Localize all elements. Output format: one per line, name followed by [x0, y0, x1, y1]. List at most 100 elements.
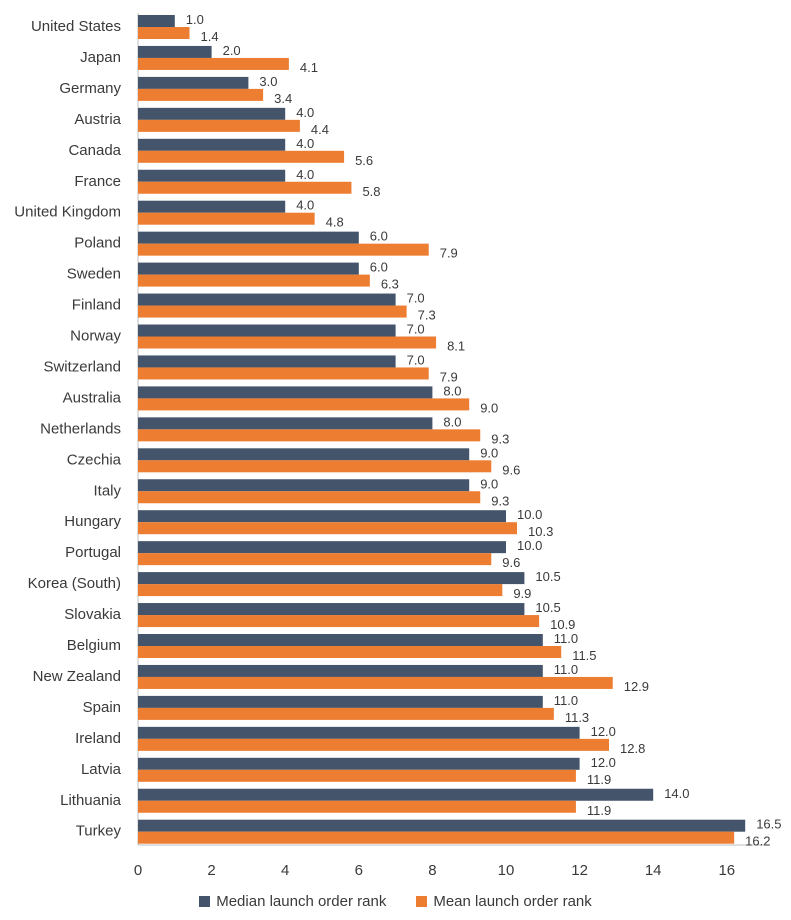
- legend: Median launch order rank Mean launch ord…: [0, 893, 791, 910]
- legend-swatch-median: [199, 896, 211, 907]
- mean-bar: [138, 831, 735, 844]
- median-value-label: 10.0: [517, 507, 542, 522]
- legend-label-median: Median launch order rank: [216, 893, 387, 910]
- category-label: Slovakia: [64, 606, 121, 623]
- median-value-label: 11.0: [554, 693, 578, 708]
- x-tick-label: 12: [571, 862, 588, 879]
- median-value-label: 10.5: [535, 569, 560, 584]
- median-bar: [138, 386, 433, 399]
- median-value-label: 7.0: [407, 352, 425, 367]
- mean-value-label: 1.4: [201, 29, 219, 44]
- x-tick-label: 4: [281, 862, 289, 879]
- category-label: Korea (South): [28, 575, 121, 592]
- x-tick-label: 6: [355, 862, 363, 879]
- median-value-label: 7.0: [407, 291, 425, 306]
- category-label: Lithuania: [60, 792, 122, 809]
- median-value-label: 3.0: [259, 74, 277, 89]
- mean-value-label: 9.9: [513, 586, 531, 601]
- median-value-label: 12.0: [591, 724, 616, 739]
- mean-bar: [138, 119, 300, 132]
- median-value-label: 9.0: [480, 445, 498, 460]
- median-value-label: 9.0: [480, 476, 498, 491]
- mean-value-label: 5.6: [355, 153, 373, 168]
- median-bar: [138, 510, 506, 523]
- mean-value-label: 4.1: [300, 60, 318, 75]
- median-value-label: 7.0: [407, 322, 425, 337]
- median-bar: [138, 479, 470, 492]
- category-label: Norway: [70, 328, 121, 345]
- mean-value-label: 3.4: [274, 91, 292, 106]
- mean-bar: [138, 212, 315, 225]
- mean-value-label: 12.9: [624, 679, 649, 694]
- mean-value-label: 9.3: [491, 431, 509, 446]
- mean-bar: [138, 243, 429, 256]
- mean-bar: [138, 336, 437, 349]
- mean-value-label: 9.3: [491, 493, 509, 508]
- median-bar: [138, 541, 506, 554]
- category-label: Czechia: [67, 451, 122, 468]
- mean-value-label: 7.3: [418, 308, 436, 323]
- mean-bar: [138, 738, 610, 751]
- mean-bar: [138, 305, 407, 318]
- mean-value-label: 9.0: [480, 400, 498, 415]
- mean-bar: [138, 398, 470, 411]
- category-label: Japan: [80, 49, 121, 66]
- median-value-label: 16.5: [756, 817, 781, 832]
- category-label: Hungary: [64, 513, 121, 530]
- median-value-label: 6.0: [370, 229, 388, 244]
- category-label: Finland: [72, 297, 121, 314]
- mean-bar: [138, 707, 554, 720]
- mean-bar: [138, 460, 492, 473]
- mean-bar: [138, 584, 503, 597]
- mean-bar: [138, 367, 429, 380]
- median-bar: [138, 819, 746, 832]
- median-value-label: 4.0: [296, 105, 314, 120]
- category-label: Poland: [74, 235, 121, 252]
- category-label: France: [74, 173, 121, 190]
- x-tick-label: 8: [428, 862, 436, 879]
- mean-value-label: 4.4: [311, 122, 329, 137]
- median-bar: [138, 169, 286, 182]
- category-label: Portugal: [65, 544, 121, 561]
- mean-bar: [138, 615, 540, 628]
- median-value-label: 8.0: [443, 383, 461, 398]
- mean-value-label: 10.9: [550, 617, 575, 632]
- median-value-label: 10.0: [517, 538, 542, 553]
- median-bar: [138, 200, 286, 213]
- mean-value-label: 6.3: [381, 277, 399, 292]
- median-bar: [138, 572, 525, 585]
- mean-bar: [138, 150, 345, 163]
- median-bar: [138, 231, 359, 244]
- mean-bar: [138, 181, 352, 194]
- median-bar: [138, 293, 396, 306]
- median-bar: [138, 603, 525, 616]
- category-label: Canada: [68, 142, 121, 159]
- median-value-label: 11.0: [554, 662, 578, 677]
- median-bar: [138, 138, 286, 151]
- mean-value-label: 5.8: [362, 184, 380, 199]
- mean-value-label: 9.6: [502, 462, 520, 477]
- x-tick-label: 2: [207, 862, 215, 879]
- median-value-label: 4.0: [296, 198, 314, 213]
- median-bar: [138, 76, 249, 89]
- mean-value-label: 12.8: [620, 741, 645, 756]
- median-value-label: 6.0: [370, 260, 388, 275]
- mean-bar: [138, 769, 576, 782]
- median-bar: [138, 634, 543, 646]
- median-value-label: 4.0: [296, 136, 314, 151]
- category-label: Germany: [59, 80, 121, 97]
- mean-value-label: 11.5: [572, 648, 596, 663]
- category-label: Belgium: [67, 637, 121, 654]
- mean-value-label: 11.9: [587, 803, 611, 818]
- category-label: New Zealand: [33, 668, 121, 685]
- legend-label-mean: Mean launch order rank: [433, 893, 592, 910]
- category-label: Spain: [83, 699, 121, 716]
- mean-bar: [138, 491, 481, 504]
- x-tick-label: 14: [645, 862, 662, 879]
- category-label: Sweden: [67, 266, 121, 283]
- category-label: United States: [31, 18, 121, 35]
- median-bar: [138, 15, 175, 27]
- x-tick-label: 10: [498, 862, 515, 879]
- x-tick-label: 0: [134, 862, 142, 879]
